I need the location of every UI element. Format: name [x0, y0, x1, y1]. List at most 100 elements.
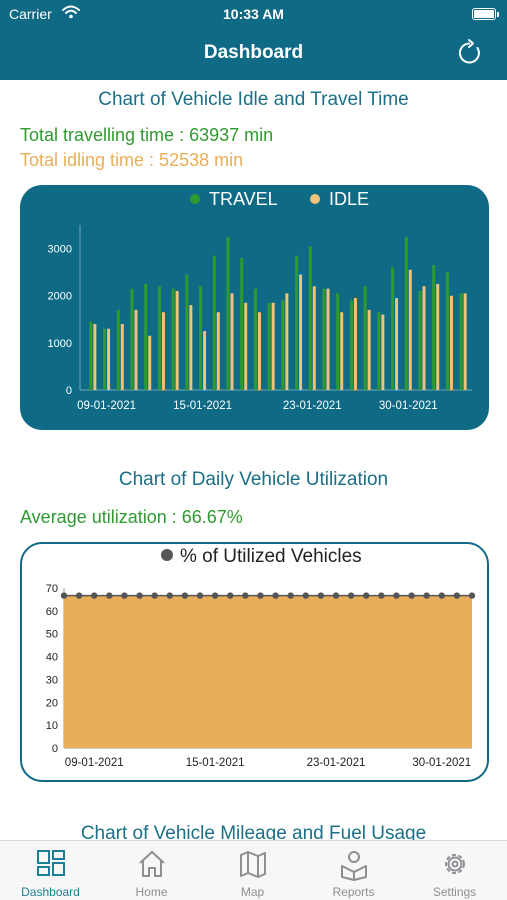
bar-travel — [281, 300, 285, 390]
utilization-chart-title: Chart of Daily Vehicle Utilization — [118, 469, 389, 490]
x-tick-label: 23-01-2021 — [283, 400, 342, 412]
utilization-point — [393, 592, 400, 599]
utilization-point — [287, 592, 294, 599]
map-icon — [240, 851, 266, 878]
utilization-area — [64, 595, 472, 748]
bar-travel — [89, 321, 93, 390]
idle-travel-chart-title: Chart of Vehicle Idle and Travel Time — [98, 89, 409, 110]
tab-bar: Dashboard Home Map Reports Settings — [0, 840, 507, 900]
utilization-point — [363, 592, 370, 599]
bar-idle — [299, 274, 303, 390]
bar-travel — [157, 286, 161, 390]
bar-travel — [336, 293, 340, 390]
bar-idle — [107, 328, 111, 390]
tab-reports-label: Reports — [332, 885, 375, 899]
utilization-chart: % of Utilized Vehicles 0 10 20 30 40 50 60 70 09-… — [46, 546, 476, 769]
reports-icon — [341, 851, 367, 881]
bar-travel — [116, 309, 120, 390]
bar-travel — [103, 328, 107, 390]
utilization-point — [438, 592, 445, 599]
bar-travel — [377, 312, 381, 390]
idle-travel-chart-card: TRAVEL IDLE 0 1000 2000 3000 09-01-2021 15-01-2… — [20, 185, 489, 430]
bar-travel — [212, 255, 216, 390]
utilization-point — [317, 592, 325, 599]
x-tick-label: 09-01-2021 — [77, 400, 136, 412]
utilization-point — [136, 592, 143, 599]
utilization-point — [453, 592, 461, 599]
total-idle-time: Total idling time : 52538 min — [20, 150, 244, 170]
utilization-point — [181, 592, 189, 599]
bar-idle — [326, 288, 330, 390]
bar-idle — [203, 331, 207, 390]
bar-travel — [144, 283, 148, 390]
x-tick-label: 15-01-2021 — [186, 757, 245, 769]
tab-map[interactable]: Map — [202, 841, 303, 900]
x-tick-label: 15-01-2021 — [173, 400, 232, 412]
bar-travel — [349, 300, 353, 390]
tab-dashboard[interactable]: Dashboard — [0, 841, 101, 900]
mileage-chart-title: Chart of Vehicle Mileage and Fuel Usage — [80, 823, 427, 840]
y-tick-label: 60 — [46, 606, 58, 618]
bar-idle — [175, 291, 179, 390]
tab-map-label: Map — [240, 885, 265, 899]
utilization-point — [227, 592, 234, 599]
bar-idle — [340, 312, 344, 390]
utilization-point — [75, 592, 83, 599]
bar-travel — [130, 288, 134, 390]
bar-travel — [253, 288, 257, 390]
y-tick-label: 10 — [46, 720, 58, 732]
tab-settings[interactable]: Settings — [404, 841, 505, 900]
y-tick-label: 50 — [46, 629, 58, 641]
x-tick-label: 30-01-2021 — [379, 400, 438, 412]
bar-idle — [408, 269, 412, 390]
battery-icon — [472, 8, 499, 20]
bar-travel — [391, 267, 395, 390]
utilization-point — [106, 592, 113, 599]
utilization-point — [166, 592, 173, 599]
bar-travel — [432, 265, 436, 390]
bar-travel — [459, 293, 463, 390]
status-bar: Carrier 10:33 AM — [0, 0, 507, 30]
home-icon — [139, 851, 165, 877]
y-tick-label: 0 — [66, 385, 72, 397]
y-tick-label: 30 — [46, 674, 58, 686]
utilization-point — [302, 592, 309, 599]
y-tick-label: 0 — [52, 743, 58, 755]
y-tick-label: 70 — [46, 583, 58, 595]
y-tick-label: 20 — [46, 697, 58, 709]
utilization-point — [468, 592, 476, 599]
utilization-point — [423, 592, 430, 599]
y-tick-label: 2000 — [48, 291, 72, 303]
legend-marker-idle — [310, 194, 320, 204]
dashboard-icon — [37, 850, 65, 876]
legend-label-idle: IDLE — [329, 189, 369, 209]
total-travel-time: Total travelling time : 63937 min — [20, 125, 274, 145]
bar-travel — [308, 246, 312, 390]
x-tick-label: 23-01-2021 — [307, 757, 366, 769]
bar-idle — [395, 298, 399, 390]
tab-home[interactable]: Home — [101, 841, 202, 900]
bar-idle — [381, 314, 385, 390]
nav-bar: Dashboard — [0, 30, 507, 80]
tab-reports[interactable]: Reports — [303, 841, 404, 900]
bar-travel — [363, 286, 367, 390]
bar-travel — [267, 302, 271, 390]
bar-travel — [185, 274, 189, 390]
x-tick-label: 09-01-2021 — [65, 757, 124, 769]
bar-idle — [257, 312, 261, 390]
y-tick-label: 40 — [46, 652, 58, 664]
bar-idle — [449, 295, 453, 390]
bar-idle — [285, 293, 289, 390]
refresh-icon[interactable] — [455, 38, 485, 68]
x-tick-label: 30-01-2021 — [412, 757, 471, 769]
dashboard-content[interactable]: Chart of Vehicle Idle and Travel Time To… — [0, 80, 507, 840]
bar-idle — [463, 293, 467, 390]
bar-travel — [171, 288, 175, 390]
legend-marker-travel — [190, 194, 200, 204]
page-title: Dashboard — [203, 42, 304, 63]
bar-idle — [312, 286, 316, 390]
utilization-point — [408, 592, 415, 599]
bar-travel — [240, 258, 244, 390]
utilization-point — [91, 592, 98, 599]
utilization-point — [257, 592, 264, 599]
